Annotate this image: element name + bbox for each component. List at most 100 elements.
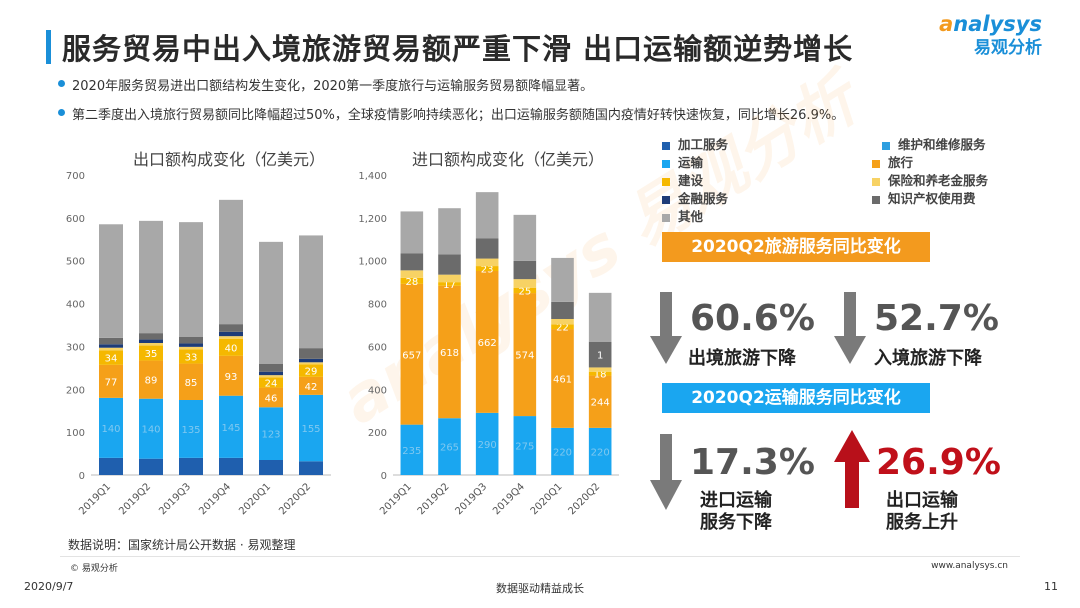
import-bar-chart: 0 200 400 600 800 1,000 1,200 1,400 235 657 28 2019… [358,171,619,517]
y-tick-label: 800 [368,300,387,311]
data-label: 1 [597,351,603,362]
data-label: 140 [141,425,160,436]
bar-segment [299,362,323,365]
bar-segment [139,458,163,475]
data-label: 574 [515,351,534,362]
bar-segment [513,287,537,294]
inbound-label: 入境旅游下降 [874,348,982,369]
bar-segment [400,270,424,278]
bar-segment [551,319,574,325]
bar-segment [513,279,537,288]
bar-segment [139,343,163,346]
bar-segment [438,418,461,475]
bar-segment [299,394,323,462]
bar-segment [179,349,203,364]
data-label: 461 [553,374,572,385]
data-label: 42 [305,382,318,393]
outbound-down-arrow-icon [650,292,682,364]
legend-label: 旅行 [888,155,914,170]
bar-segment [400,424,424,475]
data-label: 22 [556,323,569,334]
bar-segment [259,460,283,475]
y-tick-label: 1,200 [358,214,387,225]
export-up-arrow-icon [834,430,870,508]
data-label: 618 [440,348,459,359]
bar-segment [513,214,537,261]
bullet-2: 第二季度出入境旅行贸易额同比降幅超过50%，全球疫情影响持续恶化；出口运输服务额… [57,104,844,123]
copyright: © 易观分析 [70,564,118,574]
bar-segment [179,400,203,458]
legend-item: 维护和维修服务 [882,134,986,153]
bar-segment [219,338,243,356]
data-label: 662 [478,338,497,349]
legend-swatch [662,177,670,186]
bar-segment [438,208,461,255]
x-tick-label: 2019Q4 [197,481,233,517]
bar-segment [551,257,574,302]
data-label: 265 [440,443,459,454]
import-down-arrow-icon [650,434,682,510]
data-label: 93 [225,372,238,383]
data-label: 235 [402,446,421,457]
bar-segment [259,387,283,408]
import-transport-label: 进口运输 服务下降 [700,490,772,534]
bar-segment [139,398,163,459]
bar-segment [99,350,123,365]
bar-segment [219,199,243,325]
data-label: 135 [181,425,200,436]
x-tick-label: 2020Q2 [566,481,602,517]
bar-segment [259,407,283,460]
bar-segment [475,271,499,413]
export-transport-percent: 26.9% [876,442,1001,483]
data-label: 33 [185,353,198,364]
bar-segment [438,274,461,283]
bar-segment [219,457,243,475]
page-title: 服务贸易中出入境旅游贸易额严重下滑 出口运输额逆势增长 [62,32,854,66]
bar-segment [179,346,203,350]
y-tick-label: 700 [66,171,85,182]
bar-segment [299,235,323,349]
legend-swatch [662,141,670,150]
bar-segment [551,427,574,475]
data-label: 29 [305,367,318,378]
bar-segment [513,260,537,280]
bar-segment [99,337,123,345]
y-tick-label: 600 [368,342,387,353]
bar-segment [139,360,163,399]
bar-segment [513,416,537,475]
bar-segment [259,371,283,376]
legend-item: 其他 [662,206,703,225]
export-transport-label-line1: 出口运输 [886,490,958,511]
x-tick-label: 2019Q3 [453,481,489,517]
data-label: 244 [591,398,610,409]
footer-divider [60,556,1020,557]
bar-segment [179,457,203,475]
y-tick-label: 0 [79,471,85,482]
data-label: 140 [101,424,120,435]
export-bar-chart: 0 100 200 300 400 500 600 700 140 77 34 2019Q1 140 89… [66,171,331,517]
x-tick-label: 2019Q2 [117,481,153,517]
logo-wordmark: nalysys [953,12,1042,36]
bar-segment [438,282,461,286]
data-label: 145 [221,423,240,434]
x-tick-label: 2019Q4 [491,481,527,517]
bullet-1: 2020年服务贸易进出口额结构发生变化，2020第一季度旅行与运输服务贸易额降幅… [57,75,593,94]
legend-item: 建设 [662,170,703,189]
legend-item: 加工服务 [662,134,728,153]
legend-item: 运输 [662,152,703,171]
bar-segment [99,224,123,338]
bar-segment [139,345,163,361]
bar-segment [475,412,499,475]
bar-segment [438,285,461,419]
legend-swatch [872,177,880,186]
bar-segment [400,277,424,284]
bar-segment [99,457,123,475]
data-source-note: 数据说明：国家统计局公开数据 · 易观整理 [68,538,296,552]
report-date: 2020/9/7 [24,580,74,593]
outbound-percent: 60.6% [690,298,815,339]
inbound-down-arrow-icon [834,292,866,364]
x-tick-label: 2020Q2 [277,481,313,517]
y-tick-label: 1,400 [358,171,387,182]
export-transport-label: 出口运输 服务上升 [886,490,958,534]
legend-swatch [662,195,670,204]
